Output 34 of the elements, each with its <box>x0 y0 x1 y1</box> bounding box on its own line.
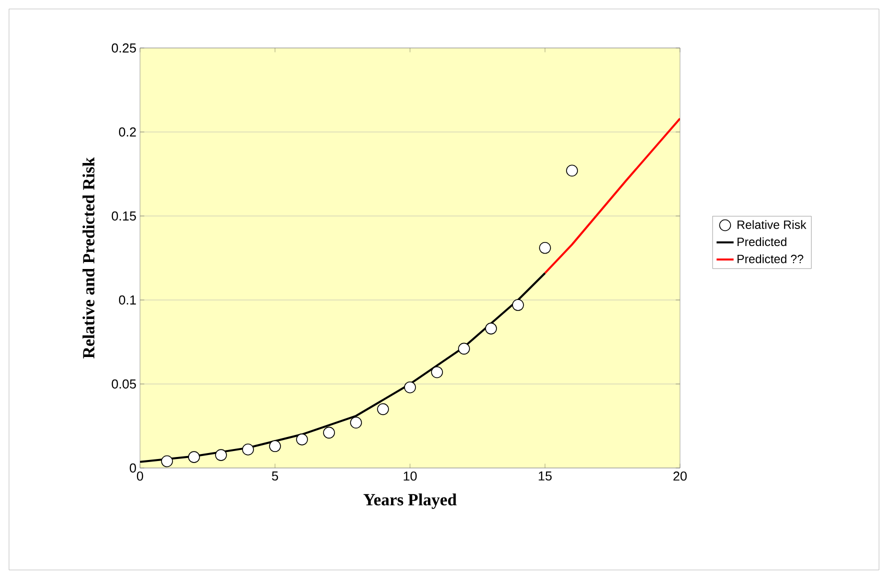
y-tick-label: 0 <box>130 463 136 473</box>
y-tick-label: 0.15 <box>112 211 136 221</box>
y-tick-label: 0.2 <box>118 127 136 137</box>
point <box>458 342 470 355</box>
legend-label: Predicted ?? <box>738 254 804 264</box>
point <box>242 444 254 456</box>
x-tick-label: 20 <box>673 472 687 481</box>
point <box>404 381 416 394</box>
legend-label: Relative Risk <box>738 220 806 229</box>
legend-label: Predicted <box>738 237 786 246</box>
point <box>539 242 551 254</box>
point <box>269 440 281 452</box>
point <box>188 451 200 463</box>
point <box>350 416 362 429</box>
x-axis-title: Years Played <box>364 494 457 509</box>
x-tick-label: 10 <box>404 472 417 481</box>
y-tick-label: 0.1 <box>118 295 136 305</box>
y-tick-label: 0.25 <box>112 43 136 53</box>
point <box>377 403 389 416</box>
point <box>296 434 308 446</box>
point <box>512 299 524 311</box>
x-tick-label: 15 <box>538 472 552 481</box>
line-series <box>140 272 546 463</box>
line-series <box>544 118 680 274</box>
point <box>485 322 497 334</box>
x-tick-label: 0 <box>136 472 144 481</box>
x-tick-label: 5 <box>272 472 278 481</box>
point <box>566 164 578 177</box>
point <box>431 366 443 378</box>
point <box>323 426 335 439</box>
point <box>215 449 227 461</box>
y-axis-title: Relative and Predicted Risk <box>82 157 94 358</box>
point <box>161 455 173 468</box>
y-tick-label: 0.05 <box>112 379 136 389</box>
